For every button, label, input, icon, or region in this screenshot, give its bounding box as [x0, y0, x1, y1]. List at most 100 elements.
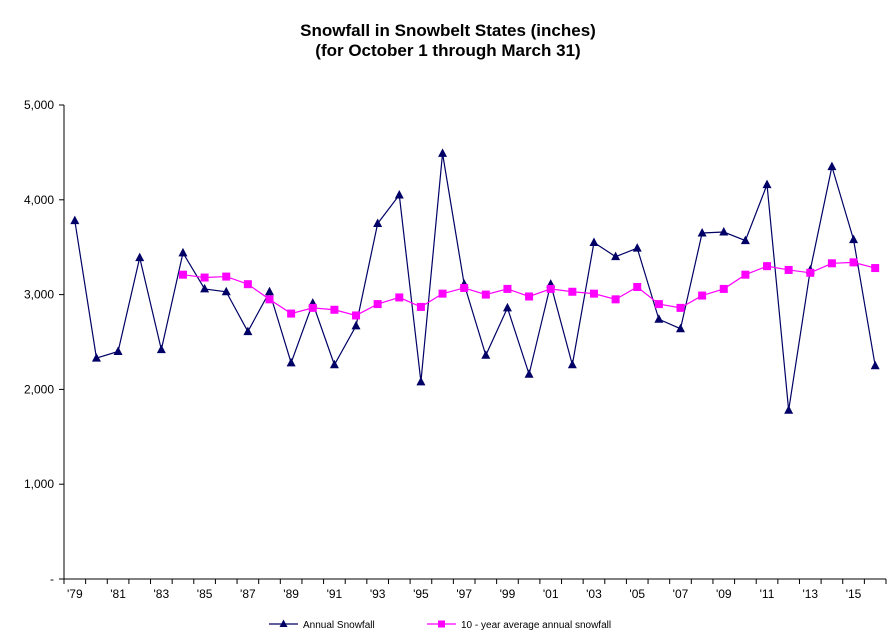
x-tick-label: '97 — [456, 587, 472, 601]
data-point-square — [589, 289, 598, 298]
data-point-triangle — [416, 376, 426, 386]
x-tick-label: '01 — [543, 587, 559, 601]
x-tick-label: '79 — [67, 587, 83, 601]
chart-series — [70, 148, 880, 414]
data-point-square — [308, 303, 317, 312]
data-point-square — [178, 270, 187, 279]
data-point-triangle — [654, 314, 664, 323]
data-point-triangle — [589, 237, 599, 246]
legend-marker-triangle — [279, 619, 288, 627]
data-point-triangle — [221, 286, 231, 296]
data-point-triangle — [135, 252, 145, 262]
data-point-triangle — [481, 350, 491, 359]
data-point-square — [719, 284, 728, 293]
data-point-square — [741, 270, 750, 279]
data-point-square — [763, 262, 772, 271]
chart-axes: - 1,000 2,000 3,000 4,000 5,000 '79 '81 '83 '85 '8… — [24, 98, 887, 601]
data-point-square — [243, 280, 252, 289]
data-point-square — [784, 265, 793, 274]
x-tick-label: '95 — [413, 587, 429, 601]
data-point-triangle — [719, 227, 729, 236]
data-point-triangle — [524, 369, 534, 378]
data-point-square — [849, 258, 858, 267]
data-point-square — [676, 303, 685, 312]
data-point-square — [481, 290, 490, 299]
data-point-triangle — [178, 247, 188, 257]
data-point-triangle — [243, 326, 253, 336]
x-tick-label: '89 — [283, 587, 299, 601]
data-point-triangle — [632, 243, 642, 252]
data-point-square — [330, 305, 339, 314]
x-tick-label: '81 — [110, 587, 126, 601]
y-tick-label: 3,000 — [24, 288, 54, 302]
data-point-triangle — [849, 234, 859, 244]
chart-title: Snowfall in Snowbelt States (inches) — [300, 21, 596, 40]
x-tick-label: '83 — [154, 587, 170, 601]
data-point-square — [698, 291, 707, 300]
data-point-triangle — [740, 235, 750, 245]
data-point-square — [568, 287, 577, 296]
x-tick-label: '91 — [327, 587, 343, 601]
series-line-1 — [74, 153, 876, 411]
legend-marker-square — [438, 620, 445, 628]
x-tick-label: '05 — [629, 587, 645, 601]
x-tick-label: '85 — [197, 587, 213, 601]
data-point-triangle — [113, 346, 123, 355]
x-tick-label: '03 — [586, 587, 602, 601]
y-tick-label: 1,000 — [24, 477, 54, 491]
data-point-triangle — [200, 283, 210, 293]
y-tick-label: 4,000 — [24, 193, 54, 207]
data-point-square — [200, 273, 209, 282]
data-point-square — [546, 284, 555, 293]
y-tick-label: 5,000 — [24, 98, 54, 112]
data-point-triangle — [438, 148, 448, 157]
data-point-square — [222, 272, 231, 281]
data-point-triangle — [611, 251, 621, 261]
data-point-square — [265, 295, 274, 304]
chart-legend: Annual Snowfall 10 - year average annual … — [269, 619, 611, 631]
data-point-triangle — [70, 215, 80, 225]
data-point-square — [871, 264, 880, 273]
data-point-square — [806, 268, 815, 277]
data-point-triangle — [265, 286, 274, 296]
data-point-square — [395, 293, 404, 302]
data-point-square — [611, 295, 620, 304]
x-tick-label: '07 — [673, 587, 689, 601]
data-point-square — [654, 300, 663, 309]
x-tick-label: '87 — [240, 587, 256, 601]
legend-label-1: Annual Snowfall — [303, 620, 375, 631]
x-tick-label: '93 — [370, 587, 386, 601]
data-point-triangle — [697, 227, 707, 237]
data-point-square — [416, 302, 425, 311]
data-point-triangle — [394, 190, 404, 199]
x-tick-label: '99 — [500, 587, 516, 601]
data-point-triangle — [827, 161, 837, 171]
x-tick-label: '09 — [716, 587, 732, 601]
data-point-triangle — [784, 405, 794, 414]
x-tick-label: '13 — [802, 587, 818, 601]
data-point-square — [633, 283, 642, 292]
data-point-square — [373, 300, 382, 309]
data-point-triangle — [676, 323, 685, 333]
data-point-triangle — [373, 218, 383, 227]
legend-label-2: 10 - year average annual snowfall — [461, 620, 611, 631]
y-tick-label: 2,000 — [24, 382, 54, 396]
data-point-triangle — [567, 359, 577, 369]
data-point-triangle — [156, 344, 166, 354]
data-point-square — [287, 309, 296, 318]
data-point-triangle — [329, 359, 339, 369]
data-point-triangle — [502, 302, 512, 312]
x-tick-label: '15 — [846, 587, 862, 601]
data-point-square — [827, 259, 836, 268]
data-point-triangle — [870, 360, 880, 370]
data-point-triangle — [351, 320, 361, 330]
data-point-square — [352, 311, 361, 320]
data-point-square — [525, 292, 534, 301]
y-tick-label: - — [50, 572, 54, 586]
data-point-square — [503, 284, 512, 293]
data-point-square — [438, 289, 447, 298]
data-point-triangle — [91, 353, 101, 362]
data-point-triangle — [762, 179, 772, 189]
data-point-square — [460, 283, 469, 292]
